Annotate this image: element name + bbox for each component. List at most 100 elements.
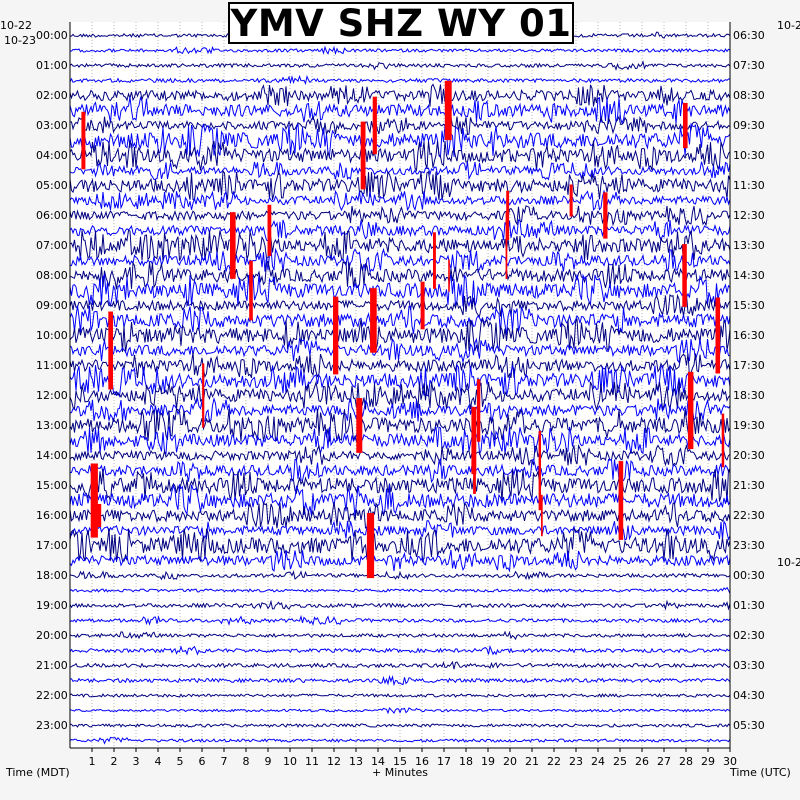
x-tick-label: 21 [525,755,539,768]
clip-marker [230,212,236,279]
trace-line [69,247,731,274]
right-time-label: 18:30 [733,388,765,402]
clip-marker [682,244,687,307]
trace-line [69,630,731,641]
right-date-mid: 10-2 [777,556,800,569]
right-time-label: 19:30 [733,418,765,432]
x-tick-label: 3 [132,755,140,768]
left-time-label: 16:00 [36,508,68,522]
trace-line [69,139,731,172]
x-tick-label: 22 [547,755,561,768]
left-date-start: 10-23 [4,34,36,47]
x-tick-label: 9 [264,755,272,768]
left-time-label: 17:00 [36,538,68,552]
clip-marker [715,297,721,374]
trace-line [69,189,731,212]
x-tick-label: 20 [503,755,517,768]
left-time-label: 05:00 [36,178,68,192]
left-time-label: 06:00 [36,208,68,222]
x-tick-label: 24 [591,755,605,768]
trace-line [69,736,731,745]
right-time-label: 10:30 [733,148,765,162]
right-time-label: 20:30 [733,448,765,462]
right-time-label: 14:30 [733,268,765,282]
trace-line [69,219,731,242]
trace-line [69,723,731,728]
x-tick-label: 28 [679,755,693,768]
right-time-label: 03:30 [733,658,765,672]
trace-line [69,426,731,456]
clip-marker [108,311,113,390]
left-time-label: 13:00 [36,418,68,432]
x-tick-label: 29 [701,755,715,768]
trace-line [69,644,731,656]
x-tick-label: 4 [154,755,162,768]
clip-marker [356,398,363,453]
clip-marker [90,463,98,538]
trace-line [69,363,731,398]
clip-marker [721,413,725,468]
trace-line [69,352,731,379]
trace-line [69,115,731,136]
trace-line [69,443,731,467]
trace-line [69,549,731,573]
right-time-label: 17:30 [733,358,765,372]
left-time-label: 01:00 [36,58,68,72]
trace-line [69,96,731,125]
trace-line [69,60,731,71]
right-time-label: 07:30 [733,58,765,72]
trace-line [69,674,731,687]
clip-marker [267,204,272,257]
right-time-label: 01:30 [733,598,765,612]
left-time-label: 22:00 [36,688,68,702]
left-time-label: 14:00 [36,448,68,462]
trace-line [69,161,731,181]
right-axis-label: Time (UTC) [730,766,791,779]
x-tick-label: 11 [305,755,319,768]
x-tick-label: 17 [437,755,451,768]
clip-marker [683,102,688,149]
x-tick-label: 5 [176,755,184,768]
clip-marker [506,190,510,241]
trace-line [69,586,731,594]
left-time-label: 03:00 [36,118,68,132]
right-time-label: 02:30 [733,628,765,642]
trace-line [69,707,731,715]
clip-marker [473,447,476,494]
trace-line [69,599,731,611]
trace-line [69,260,731,290]
left-time-label: 21:00 [36,658,68,672]
trace-line [69,527,731,563]
right-time-label: 11:30 [733,178,765,192]
trace-line [69,169,731,201]
trace-line [69,337,730,364]
left-time-label: 09:00 [36,298,68,312]
trace-line [69,122,731,159]
x-tick-label: 2 [110,755,118,768]
right-time-label: 22:30 [733,508,765,522]
trace-line [69,205,731,227]
left-time-label: 23:00 [36,718,68,732]
right-time-label: 12:30 [733,208,765,222]
x-tick-label: 8 [242,755,250,768]
clip-marker [372,96,377,155]
clip-marker [366,513,375,579]
right-time-label: 09:30 [733,118,765,132]
clip-marker [569,184,573,217]
x-tick-label: 12 [327,755,341,768]
left-time-label: 02:00 [36,88,68,102]
clip-marker [249,260,253,321]
trace-line [69,692,731,698]
clip-marker [687,371,694,450]
clip-marker [448,259,450,292]
clip-marker [444,80,452,141]
clip-marker [603,192,608,239]
right-time-label: 23:30 [733,538,765,552]
left-time-label: 20:00 [36,628,68,642]
x-tick-label: 27 [657,755,671,768]
right-time-label: 21:30 [733,478,765,492]
clip-marker [433,232,436,289]
trace-line [69,570,731,581]
right-time-label: 04:30 [733,688,765,702]
